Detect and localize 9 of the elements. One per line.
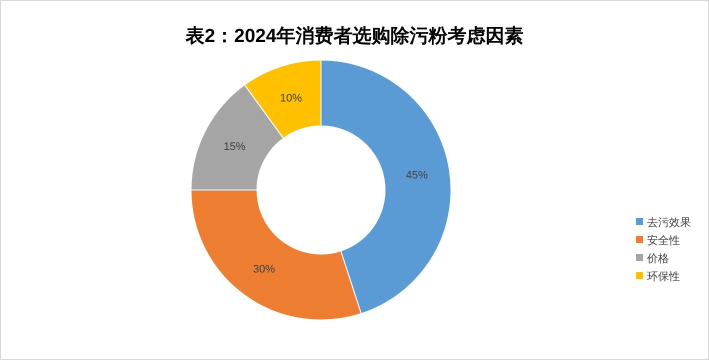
- legend-label: 安全性: [647, 234, 680, 247]
- data-label: 10%: [280, 92, 302, 105]
- data-label: 15%: [224, 140, 246, 153]
- legend-label: 去污效果: [647, 216, 691, 229]
- data-label: 30%: [252, 263, 276, 276]
- data-label: 45%: [406, 170, 428, 182]
- chart-title: 表2：2024年消费者选购除污粉考虑因素: [184, 25, 524, 47]
- legend-label: 价格: [646, 252, 669, 265]
- legend-label: 环保性: [647, 270, 680, 283]
